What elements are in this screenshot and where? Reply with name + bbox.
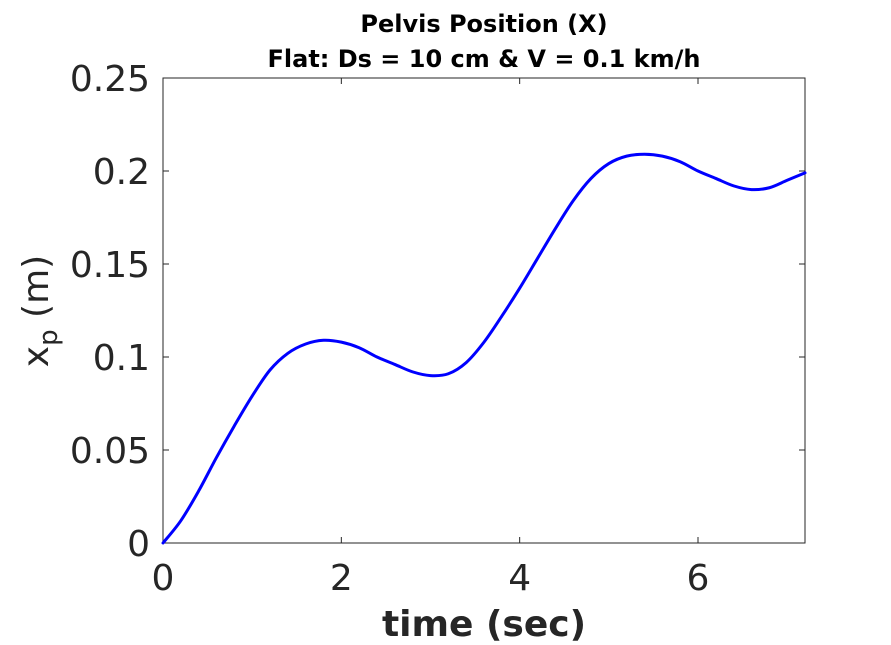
series-line: [161, 152, 807, 545]
chart-title-line-2: Flat: Ds = 10 cm & V = 0.1 km/h: [268, 45, 701, 73]
y-tick-label: 0.25: [70, 59, 150, 100]
x-ticks: 0 2 4 6: [152, 78, 710, 599]
y-tick-label: 0.05: [70, 431, 150, 472]
x-tick-label: 2: [330, 558, 353, 599]
y-axis-label: xp (m): [16, 255, 64, 367]
y-ticks: 0 0.05 0.1 0.15 0.2 0.25: [70, 59, 805, 565]
x-tick-label: 0: [152, 558, 175, 599]
x-tick-label: 4: [508, 558, 531, 599]
y-axis-label-subscript: p: [34, 329, 64, 346]
y-tick-label: 0.15: [70, 245, 150, 286]
y-axis-label-main: x: [16, 346, 57, 367]
x-axis-label: time (sec): [382, 604, 586, 645]
y-tick-label: 0.2: [93, 152, 150, 193]
y-axis-label-unit: (m): [16, 255, 57, 330]
x-tick-label: 6: [687, 558, 710, 599]
series: [161, 152, 807, 545]
axes-box: [162, 77, 806, 544]
chart-title-line-1: Pelvis Position (X): [360, 10, 607, 38]
y-tick-label: 0: [127, 524, 150, 565]
plot-frame: [162, 77, 806, 544]
y-tick-label: 0.1: [93, 338, 150, 379]
